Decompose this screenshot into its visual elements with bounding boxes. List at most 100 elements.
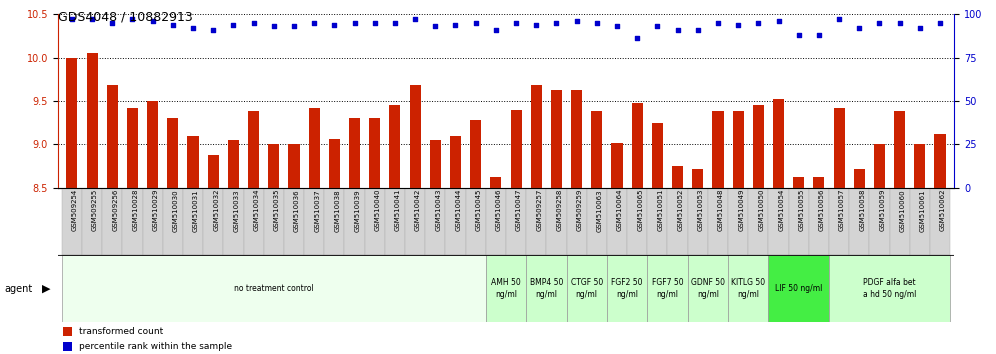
Bar xyxy=(103,188,123,255)
Point xyxy=(629,36,645,41)
Text: GSM509255: GSM509255 xyxy=(92,189,98,231)
Bar xyxy=(107,85,118,188)
Text: GSM510062: GSM510062 xyxy=(940,189,946,232)
Text: GSM510051: GSM510051 xyxy=(657,189,663,232)
Text: BMP4 50
ng/ml: BMP4 50 ng/ml xyxy=(530,278,563,299)
Text: GSM510044: GSM510044 xyxy=(455,189,461,232)
Bar xyxy=(850,188,870,255)
Text: GSM510028: GSM510028 xyxy=(132,189,138,232)
Bar xyxy=(587,188,607,255)
Bar xyxy=(814,177,825,188)
Text: GSM510049: GSM510049 xyxy=(738,189,744,232)
Bar xyxy=(773,99,784,188)
Bar xyxy=(712,111,723,188)
Point xyxy=(306,20,322,26)
Bar xyxy=(753,105,764,188)
Bar xyxy=(445,188,465,255)
Text: GSM510040: GSM510040 xyxy=(374,189,380,232)
Point xyxy=(468,20,484,26)
Text: GSM510047: GSM510047 xyxy=(516,189,522,232)
Point xyxy=(488,27,504,33)
Text: PDGF alfa bet
a hd 50 ng/ml: PDGF alfa bet a hd 50 ng/ml xyxy=(863,278,916,299)
Bar xyxy=(465,188,486,255)
Bar xyxy=(769,188,789,255)
Text: GSM510050: GSM510050 xyxy=(758,189,764,232)
Text: GSM510038: GSM510038 xyxy=(335,189,341,232)
Point xyxy=(347,20,363,26)
Text: GSM510042: GSM510042 xyxy=(415,189,421,232)
Bar xyxy=(123,188,142,255)
Point xyxy=(266,23,282,29)
Point xyxy=(185,25,201,31)
Point xyxy=(852,25,868,31)
Bar xyxy=(126,108,138,188)
Text: transformed count: transformed count xyxy=(80,326,163,336)
Point xyxy=(609,23,624,29)
Bar xyxy=(551,91,562,188)
Bar xyxy=(692,169,703,188)
Text: no treatment control: no treatment control xyxy=(234,284,314,293)
Bar xyxy=(789,188,809,255)
Bar xyxy=(829,188,850,255)
Text: GSM510052: GSM510052 xyxy=(677,189,683,232)
Bar xyxy=(486,255,526,322)
Bar xyxy=(511,110,522,188)
Bar xyxy=(607,188,627,255)
Bar xyxy=(889,188,909,255)
Text: GSM510041: GSM510041 xyxy=(395,189,401,232)
Point xyxy=(872,20,887,26)
Point xyxy=(105,20,121,26)
Point xyxy=(246,20,262,26)
Bar xyxy=(769,255,829,322)
Bar xyxy=(425,188,445,255)
Bar xyxy=(370,118,380,188)
Text: percentile rank within the sample: percentile rank within the sample xyxy=(80,342,232,351)
Text: GSM510033: GSM510033 xyxy=(233,189,239,232)
Bar xyxy=(490,177,501,188)
Text: GSM510059: GSM510059 xyxy=(879,189,885,232)
Point xyxy=(508,20,524,26)
Bar xyxy=(389,105,400,188)
Text: GSM510029: GSM510029 xyxy=(152,189,158,232)
Point xyxy=(407,17,423,22)
Text: GSM510032: GSM510032 xyxy=(213,189,219,232)
Bar xyxy=(67,58,78,188)
Text: GSM510048: GSM510048 xyxy=(718,189,724,232)
Text: GSM510043: GSM510043 xyxy=(435,189,441,232)
Point xyxy=(791,32,807,38)
Bar xyxy=(531,85,542,188)
Point xyxy=(771,18,787,24)
Bar xyxy=(667,188,687,255)
Bar xyxy=(793,177,804,188)
Bar xyxy=(309,108,320,188)
Bar xyxy=(162,188,183,255)
Bar xyxy=(405,188,425,255)
Text: GDNF 50
ng/ml: GDNF 50 ng/ml xyxy=(691,278,725,299)
Bar xyxy=(167,118,178,188)
Point xyxy=(891,20,907,26)
Bar xyxy=(284,188,304,255)
Point xyxy=(205,27,221,33)
Text: GSM510034: GSM510034 xyxy=(254,189,260,232)
Point xyxy=(64,17,80,22)
Bar xyxy=(304,188,325,255)
Bar xyxy=(567,255,607,322)
Bar xyxy=(345,188,365,255)
Point xyxy=(84,17,100,22)
Bar xyxy=(526,188,547,255)
Text: GSM510060: GSM510060 xyxy=(899,189,905,232)
Point xyxy=(144,18,160,24)
Point xyxy=(932,20,948,26)
Point xyxy=(831,17,847,22)
Point xyxy=(730,22,746,27)
Text: GSM510065: GSM510065 xyxy=(637,189,643,232)
Bar xyxy=(187,136,198,188)
Point xyxy=(912,25,928,31)
Bar xyxy=(914,144,925,188)
Bar xyxy=(450,136,461,188)
Bar xyxy=(687,188,708,255)
Text: GSM510035: GSM510035 xyxy=(274,189,280,232)
Point xyxy=(387,20,403,26)
Bar xyxy=(571,91,583,188)
Bar xyxy=(470,120,481,188)
